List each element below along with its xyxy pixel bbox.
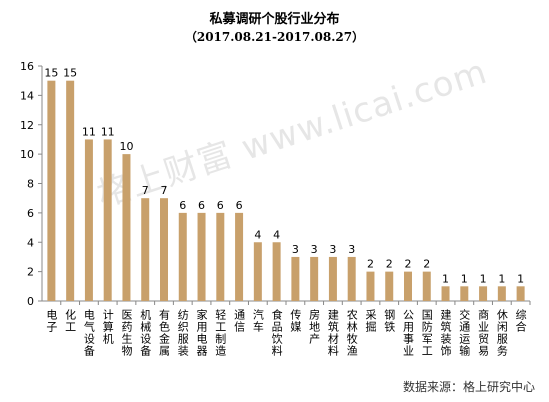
- y-tick-label: 14: [20, 89, 34, 102]
- bar: [141, 198, 150, 301]
- bar: [385, 271, 394, 301]
- data-label: 6: [179, 199, 186, 212]
- bar: [366, 271, 375, 301]
- data-label: 2: [386, 258, 393, 271]
- x-tick-label: 电子: [45, 309, 58, 333]
- bar: [347, 256, 356, 301]
- data-label: 15: [63, 67, 77, 80]
- x-tick-label: 通信: [233, 309, 246, 333]
- data-label: 2: [367, 258, 374, 271]
- data-label: 4: [254, 228, 261, 241]
- data-label: 1: [498, 272, 505, 285]
- bar: [422, 271, 431, 301]
- data-source: 数据来源：格上研究中心: [402, 380, 535, 394]
- data-label: 1: [517, 272, 524, 285]
- bar: [404, 271, 412, 301]
- bar: [310, 256, 319, 301]
- data-label: 3: [329, 243, 336, 256]
- data-label: 7: [161, 184, 168, 197]
- bar: [178, 212, 187, 301]
- x-tick-label: 家用电器: [195, 308, 208, 357]
- x-tick-label: 医药生物: [120, 309, 133, 357]
- data-label: 2: [423, 258, 430, 271]
- x-tick-label: 采掘: [364, 309, 377, 333]
- y-tick-label: 0: [27, 295, 34, 308]
- x-tick-label: 化工: [64, 308, 77, 333]
- x-tick-label: 交通运输: [458, 308, 471, 357]
- x-tick-label: 商业贸易: [477, 308, 490, 357]
- data-label: 7: [142, 184, 149, 197]
- x-tick-label: 公用事业: [402, 309, 415, 357]
- data-label: 10: [119, 140, 133, 153]
- x-tick-label: 综合: [514, 308, 527, 333]
- data-label: 11: [101, 125, 115, 138]
- data-label: 3: [292, 243, 299, 256]
- bar: [84, 139, 93, 301]
- data-label: 15: [44, 67, 58, 80]
- x-tick-label: 休闲服务: [495, 309, 508, 357]
- y-tick-label: 10: [20, 148, 34, 161]
- x-tick-label: 轻工制造: [214, 308, 227, 357]
- bar: [479, 286, 488, 301]
- data-label: 3: [311, 243, 318, 256]
- bar: [516, 286, 525, 301]
- y-tick-label: 2: [27, 266, 34, 279]
- bar: [197, 212, 206, 301]
- bar: [441, 286, 450, 301]
- bar: [235, 212, 244, 301]
- x-tick-label: 房地产: [308, 309, 321, 345]
- bar: [460, 286, 469, 301]
- bar: [66, 80, 75, 301]
- x-tick-label: 机械设备: [139, 308, 152, 357]
- bar: [497, 286, 506, 301]
- chart-subtitle: （2017.08.21-2017.08.27）: [184, 30, 365, 44]
- data-label: 1: [442, 272, 449, 285]
- x-tick-label: 食品饮料: [270, 308, 283, 357]
- data-label: 1: [480, 272, 487, 285]
- x-tick-label: 有色金属: [158, 308, 171, 357]
- data-label: 6: [217, 199, 224, 212]
- data-label: 3: [348, 243, 355, 256]
- x-tick-label: 农林牧渔: [345, 308, 358, 357]
- data-label: 6: [198, 199, 205, 212]
- x-tick-label: 纺织服装: [176, 308, 189, 357]
- x-tick-label: 建筑装饰: [439, 308, 452, 357]
- y-tick-label: 6: [27, 207, 34, 220]
- data-label: 4: [273, 228, 280, 241]
- bar: [328, 256, 337, 301]
- data-label: 1: [461, 272, 468, 285]
- bar: [103, 139, 112, 301]
- bar: [253, 242, 262, 301]
- x-tick-label: 汽车: [251, 308, 264, 333]
- y-tick-label: 16: [20, 60, 34, 73]
- x-tick-label: 电气设备: [82, 309, 95, 357]
- y-tick-label: 4: [27, 236, 34, 249]
- bar: [47, 80, 56, 301]
- bar: [272, 242, 281, 301]
- bar: [291, 256, 300, 301]
- y-tick-label: 12: [20, 119, 34, 132]
- x-tick-label: 建筑材料: [326, 308, 339, 357]
- bar: [160, 198, 168, 301]
- x-tick-label: 传媒: [289, 309, 302, 333]
- x-tick-label: 计算机: [101, 309, 114, 345]
- x-tick-label: 国防军工: [420, 309, 433, 357]
- chart-title: 私募调研个股行业分布: [209, 12, 340, 27]
- bar: [216, 212, 225, 301]
- data-label: 6: [236, 199, 243, 212]
- bar: [122, 154, 131, 301]
- data-label: 11: [82, 125, 96, 138]
- data-label: 2: [405, 258, 412, 271]
- y-tick-label: 8: [27, 178, 34, 191]
- x-tick-label: 钢铁: [383, 309, 396, 333]
